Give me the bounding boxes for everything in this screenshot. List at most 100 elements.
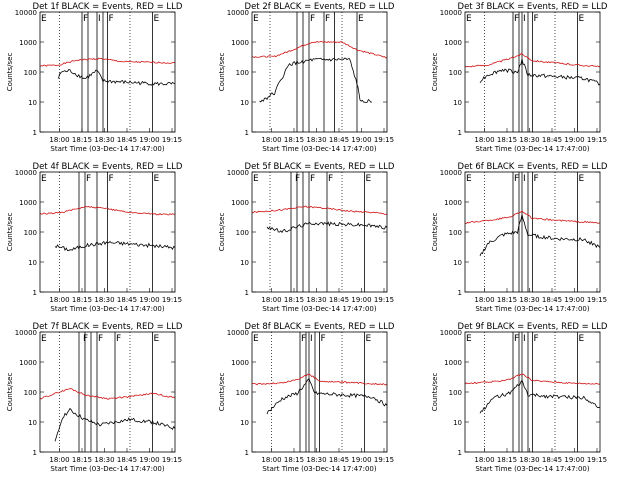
x-axis-label: Start Time (03-Dec-14 17:47:00) <box>475 465 589 473</box>
x-tick-label: 18:45 <box>542 296 562 304</box>
y-tick-label: 10 <box>28 419 37 427</box>
detector-panel-4: Det 4f BLACK = Events, RED = LLD 1 10 100 10… <box>6 162 183 313</box>
x-tick-label: 19:15 <box>587 456 607 464</box>
x-tick-label: 19:15 <box>587 136 607 144</box>
panel-title: Det 9f BLACK = Events, RED = LLD <box>458 322 608 332</box>
interval-label: E <box>466 174 472 184</box>
x-tick-label: 18:45 <box>329 456 349 464</box>
detector-panel-1: Det 1f BLACK = Events, RED = LLD 1 10 100 10… <box>6 2 183 153</box>
x-axis-label: Start Time (03-Dec-14 17:47:00) <box>475 305 589 313</box>
interval-label: E <box>579 334 585 344</box>
x-tick-label: 19:00 <box>564 136 584 144</box>
y-axis-label: Counts/sec <box>431 213 439 252</box>
y-tick-label: 1000 <box>19 39 37 47</box>
plot-frame <box>464 171 601 293</box>
interval-label: F <box>534 334 539 344</box>
y-tick-label: 100 <box>24 69 37 77</box>
y-tick-label: 1000 <box>231 39 249 47</box>
interval-label: E <box>466 14 472 24</box>
x-tick-label: 19:15 <box>162 456 182 464</box>
x-tick-label: 18:30 <box>306 136 326 144</box>
interval-label: E <box>366 174 372 184</box>
x-tick-label: 19:00 <box>351 136 371 144</box>
interval-label: E <box>358 14 364 24</box>
plot-frame <box>251 171 388 293</box>
interval-label: E <box>579 14 585 24</box>
y-tick-label: 100 <box>236 229 249 237</box>
y-tick-label: 10000 <box>15 329 37 337</box>
y-tick-label: 1 <box>33 289 37 297</box>
x-tick-label: 18:30 <box>519 136 539 144</box>
x-axis-label: Start Time (03-Dec-14 17:47:00) <box>50 465 164 473</box>
y-tick-label: 1 <box>458 289 462 297</box>
interval-label: F <box>514 14 519 24</box>
x-tick-label: 19:00 <box>351 296 371 304</box>
x-tick-label: 18:00 <box>261 136 281 144</box>
detector-panel-8: Det 8f BLACK = Events, RED = LLD 1 10 100 10… <box>218 322 395 473</box>
panel-title: Det 7f BLACK = Events, RED = LLD <box>33 322 183 332</box>
interval-label: I <box>310 334 313 344</box>
y-tick-label: 1000 <box>444 359 462 367</box>
interval-label: I <box>523 174 526 184</box>
interval-label: E <box>41 174 47 184</box>
x-tick-label: 18:30 <box>519 456 539 464</box>
x-axis-label: Start Time (03-Dec-14 17:47:00) <box>50 305 164 313</box>
y-tick-label: 1 <box>458 449 462 457</box>
plot-frame <box>39 331 176 453</box>
plot-frame <box>39 171 176 293</box>
x-tick-label: 18:30 <box>519 296 539 304</box>
interval-label: F <box>514 334 519 344</box>
detector-panel-3: Det 3f BLACK = Events, RED = LLD 1 10 100 10… <box>431 2 608 153</box>
x-tick-label: 18:45 <box>117 296 137 304</box>
y-tick-label: 100 <box>236 69 249 77</box>
x-tick-label: 19:15 <box>374 136 394 144</box>
events-series-line <box>266 221 388 234</box>
y-axis-label: Counts/sec <box>218 373 226 412</box>
interval-label: E <box>154 14 160 24</box>
panel-title: Det 3f BLACK = Events, RED = LLD <box>458 2 608 12</box>
x-tick-label: 18:00 <box>49 456 69 464</box>
x-tick-label: 18:00 <box>474 296 494 304</box>
interval-label: F <box>83 14 88 24</box>
y-tick-label: 100 <box>449 389 462 397</box>
y-tick-label: 1000 <box>19 359 37 367</box>
panel-title: Det 5f BLACK = Events, RED = LLD <box>245 162 395 172</box>
lld-series-line <box>251 205 388 215</box>
x-tick-label: 18:30 <box>306 296 326 304</box>
interval-label: F <box>109 14 114 24</box>
x-tick-label: 18:15 <box>72 296 92 304</box>
y-tick-label: 10 <box>240 259 249 267</box>
plot-frame <box>39 11 176 133</box>
x-axis-label: Start Time (03-Dec-14 17:47:00) <box>262 145 376 153</box>
y-axis-label: Counts/sec <box>6 373 14 412</box>
panel-title: Det 1f BLACK = Events, RED = LLD <box>33 2 183 12</box>
x-tick-label: 18:30 <box>94 456 114 464</box>
y-axis-label: Counts/sec <box>6 213 14 252</box>
x-tick-label: 18:00 <box>261 456 281 464</box>
x-tick-label: 19:15 <box>162 136 182 144</box>
y-tick-label: 100 <box>24 229 37 237</box>
interval-label: F <box>310 14 315 24</box>
x-tick-label: 18:15 <box>497 456 517 464</box>
x-tick-label: 18:15 <box>72 136 92 144</box>
y-tick-label: 100 <box>236 389 249 397</box>
plot-frame <box>251 11 388 133</box>
panel-title: Det 6f BLACK = Events, RED = LLD <box>458 162 608 172</box>
interval-label: F <box>534 174 539 184</box>
x-tick-label: 18:45 <box>117 136 137 144</box>
detector-panel-2: Det 2f BLACK = Events, RED = LLD 1 10 100 10… <box>218 2 395 153</box>
interval-label: I <box>523 14 526 24</box>
x-tick-label: 18:45 <box>117 456 137 464</box>
x-tick-label: 19:00 <box>139 136 159 144</box>
events-series-line <box>266 378 388 415</box>
interval-label: F <box>98 334 103 344</box>
events-series-line <box>479 214 601 257</box>
y-tick-label: 10000 <box>15 169 37 177</box>
lld-series-line <box>464 210 601 224</box>
x-tick-label: 18:00 <box>474 456 494 464</box>
x-tick-label: 19:00 <box>564 296 584 304</box>
events-series-line <box>479 379 601 414</box>
interval-label: E <box>366 334 372 344</box>
y-tick-label: 10 <box>28 99 37 107</box>
y-tick-label: 1000 <box>444 199 462 207</box>
